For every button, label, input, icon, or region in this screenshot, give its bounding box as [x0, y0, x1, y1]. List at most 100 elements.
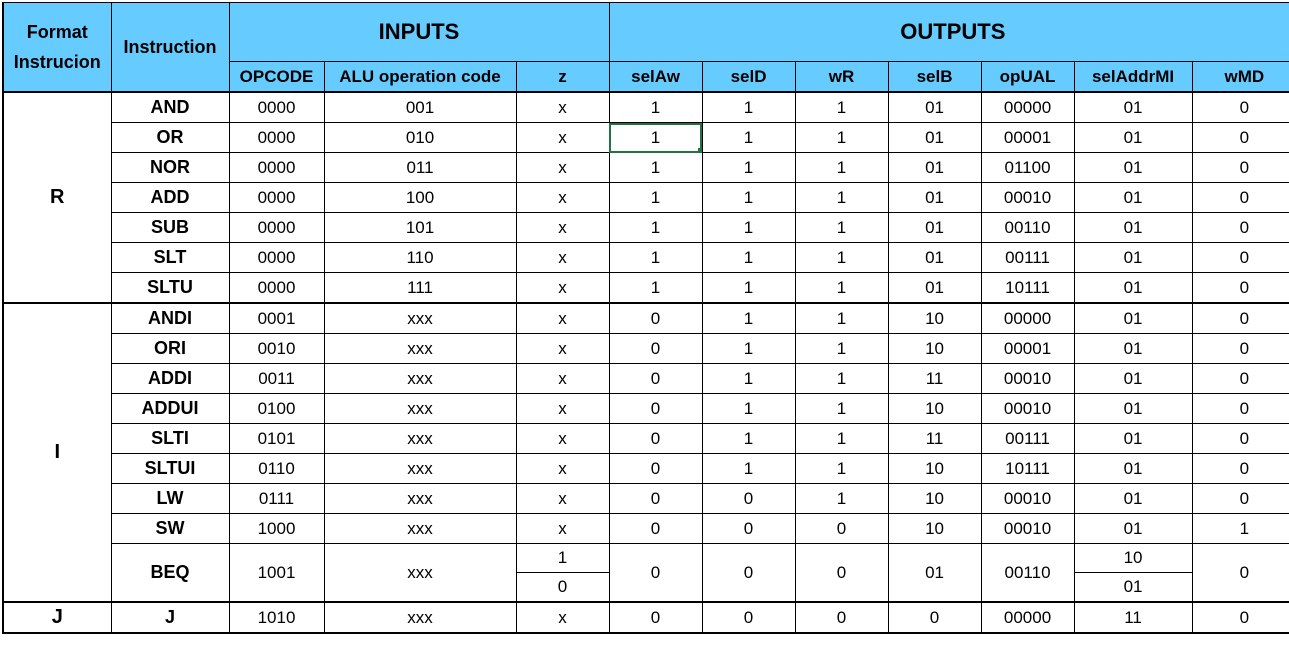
selaw-cell[interactable]: 0 — [608, 453, 703, 484]
selaw-cell[interactable]: 1 — [608, 242, 703, 273]
opual-cell[interactable]: 00000 — [980, 601, 1075, 634]
wmd-cell[interactable]: 0 — [1191, 212, 1289, 243]
seladdrmi-cell[interactable]: 01 — [1073, 333, 1193, 364]
selb-cell[interactable]: 11 — [887, 363, 982, 394]
alu-op-cell[interactable]: xxx — [323, 302, 517, 334]
wmd-cell[interactable]: 0 — [1191, 363, 1289, 394]
wmd-cell[interactable]: 0 — [1191, 91, 1289, 123]
col-header-seladdrmi[interactable]: selAddrMI — [1073, 61, 1193, 93]
instruction-cell[interactable]: SW — [110, 513, 230, 544]
instruction-cell[interactable]: ANDI — [110, 302, 230, 334]
wr-cell[interactable]: 1 — [794, 423, 889, 454]
alu-op-cell[interactable]: xxx — [323, 601, 517, 634]
opcode-cell[interactable]: 0001 — [228, 302, 325, 334]
selb-cell[interactable]: 10 — [887, 302, 982, 334]
instruction-cell[interactable]: SLT — [110, 242, 230, 273]
alu-op-cell[interactable]: xxx — [323, 513, 517, 544]
seld-cell[interactable]: 1 — [701, 242, 796, 273]
col-header-opual[interactable]: opUAL — [980, 61, 1075, 93]
seladdrmi-cell[interactable]: 01 — [1073, 513, 1193, 544]
seladdrmi-cell[interactable]: 01 — [1073, 302, 1193, 334]
wr-cell[interactable]: 1 — [794, 483, 889, 514]
wmd-cell[interactable]: 0 — [1191, 601, 1289, 634]
col-header-wmd[interactable]: wMD — [1191, 61, 1289, 93]
opcode-cell[interactable]: 0000 — [228, 122, 325, 153]
z-cell[interactable]: x — [515, 182, 610, 213]
seld-cell[interactable]: 1 — [701, 333, 796, 364]
seladdrmi-cell[interactable]: 01 — [1073, 122, 1193, 153]
wr-cell[interactable]: 0 — [794, 601, 889, 634]
selaw-cell[interactable]: 0 — [608, 363, 703, 394]
selb-cell[interactable]: 10 — [887, 483, 982, 514]
col-header-alu-op[interactable]: ALU operation code — [323, 61, 517, 93]
selaw-cell[interactable]: 0 — [608, 601, 703, 634]
z-cell[interactable]: x — [515, 242, 610, 273]
alu-op-cell[interactable]: 010 — [323, 122, 517, 153]
seld-cell[interactable]: 1 — [701, 393, 796, 424]
wr-cell[interactable]: 1 — [794, 333, 889, 364]
selb-cell[interactable]: 0 — [887, 601, 982, 634]
alu-op-cell[interactable]: xxx — [323, 453, 517, 484]
seld-cell[interactable]: 0 — [701, 483, 796, 514]
opual-cell[interactable]: 01100 — [980, 152, 1075, 183]
seladdrmi-cell[interactable]: 10 — [1073, 543, 1193, 573]
seld-cell[interactable]: 1 — [701, 272, 796, 304]
seladdrmi-cell[interactable]: 01 — [1073, 91, 1193, 123]
z-cell[interactable]: x — [515, 212, 610, 243]
instruction-cell[interactable]: SLTU — [110, 272, 230, 304]
wr-cell[interactable]: 1 — [794, 91, 889, 123]
selb-cell[interactable]: 01 — [887, 242, 982, 273]
opual-cell[interactable]: 00000 — [980, 302, 1075, 334]
instruction-cell[interactable]: OR — [110, 122, 230, 153]
alu-op-cell[interactable]: xxx — [323, 393, 517, 424]
wmd-cell[interactable]: 0 — [1191, 393, 1289, 424]
wmd-cell[interactable]: 0 — [1191, 333, 1289, 364]
seld-cell[interactable]: 1 — [701, 212, 796, 243]
instruction-cell[interactable]: NOR — [110, 152, 230, 183]
col-header-wr[interactable]: wR — [794, 61, 889, 93]
selected-cell[interactable]: 1 — [608, 122, 703, 153]
selaw-cell[interactable]: 1 — [608, 182, 703, 213]
wr-cell[interactable]: 1 — [794, 152, 889, 183]
instruction-cell[interactable]: SUB — [110, 212, 230, 243]
seld-cell[interactable]: 1 — [701, 122, 796, 153]
outputs-header[interactable]: OUTPUTS — [608, 2, 1289, 62]
selb-cell[interactable]: 10 — [887, 333, 982, 364]
alu-op-cell[interactable]: xxx — [323, 543, 517, 603]
wr-cell[interactable]: 1 — [794, 212, 889, 243]
opual-cell[interactable]: 10111 — [980, 272, 1075, 304]
format-cell[interactable]: I — [2, 302, 112, 603]
col-header-z[interactable]: z — [515, 61, 610, 93]
opcode-cell[interactable]: 0110 — [228, 453, 325, 484]
opcode-cell[interactable]: 0000 — [228, 272, 325, 304]
seladdrmi-cell[interactable]: 01 — [1073, 423, 1193, 454]
format-cell[interactable]: J — [2, 601, 112, 634]
wmd-cell[interactable]: 0 — [1191, 302, 1289, 334]
inputs-header[interactable]: INPUTS — [228, 2, 610, 62]
opual-cell[interactable]: 00000 — [980, 91, 1075, 123]
wmd-cell[interactable]: 0 — [1191, 122, 1289, 153]
format-header[interactable]: Format Instrucion — [2, 2, 112, 93]
seladdrmi-cell[interactable]: 01 — [1073, 242, 1193, 273]
selaw-cell[interactable]: 1 — [608, 91, 703, 123]
opcode-cell[interactable]: 1000 — [228, 513, 325, 544]
wmd-cell[interactable]: 1 — [1191, 513, 1289, 544]
z-cell[interactable]: x — [515, 363, 610, 394]
instruction-cell[interactable]: AND — [110, 91, 230, 123]
seladdrmi-cell[interactable]: 01 — [1073, 572, 1193, 603]
opual-cell[interactable]: 10111 — [980, 453, 1075, 484]
seladdrmi-cell[interactable]: 01 — [1073, 453, 1193, 484]
opual-cell[interactable]: 00111 — [980, 423, 1075, 454]
selb-cell[interactable]: 01 — [887, 543, 982, 603]
wmd-cell[interactable]: 0 — [1191, 152, 1289, 183]
instruction-cell[interactable]: SLTUI — [110, 453, 230, 484]
alu-op-cell[interactable]: 001 — [323, 91, 517, 123]
seld-cell[interactable]: 0 — [701, 543, 796, 603]
wr-cell[interactable]: 1 — [794, 122, 889, 153]
z-cell[interactable]: x — [515, 302, 610, 334]
alu-op-cell[interactable]: xxx — [323, 333, 517, 364]
selaw-cell[interactable]: 1 — [608, 152, 703, 183]
instruction-cell[interactable]: ORI — [110, 333, 230, 364]
seld-cell[interactable]: 1 — [701, 453, 796, 484]
z-cell[interactable]: x — [515, 272, 610, 304]
